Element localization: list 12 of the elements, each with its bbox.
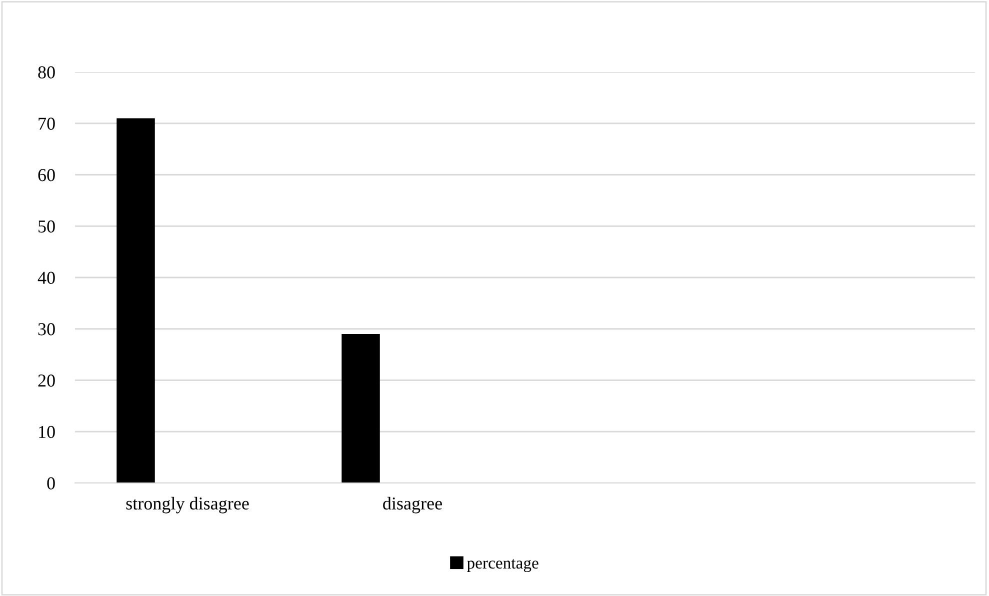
legend-label: percentage bbox=[467, 559, 538, 572]
y-tick-label: 70 bbox=[38, 118, 55, 130]
x-tick-label: strongly disagree bbox=[126, 496, 249, 514]
y-tick-label: 0 bbox=[47, 477, 55, 490]
y-tick-label: 20 bbox=[38, 374, 55, 387]
y-tick-label: 30 bbox=[38, 323, 55, 336]
y-tick-label: 50 bbox=[38, 220, 55, 233]
y-tick-label: 80 bbox=[38, 66, 55, 78]
y-tick-label: 10 bbox=[39, 426, 55, 438]
y-tick-label: 60 bbox=[38, 169, 55, 182]
x-tick-label: disagree bbox=[383, 496, 442, 514]
y-tick-label: 40 bbox=[38, 272, 55, 284]
